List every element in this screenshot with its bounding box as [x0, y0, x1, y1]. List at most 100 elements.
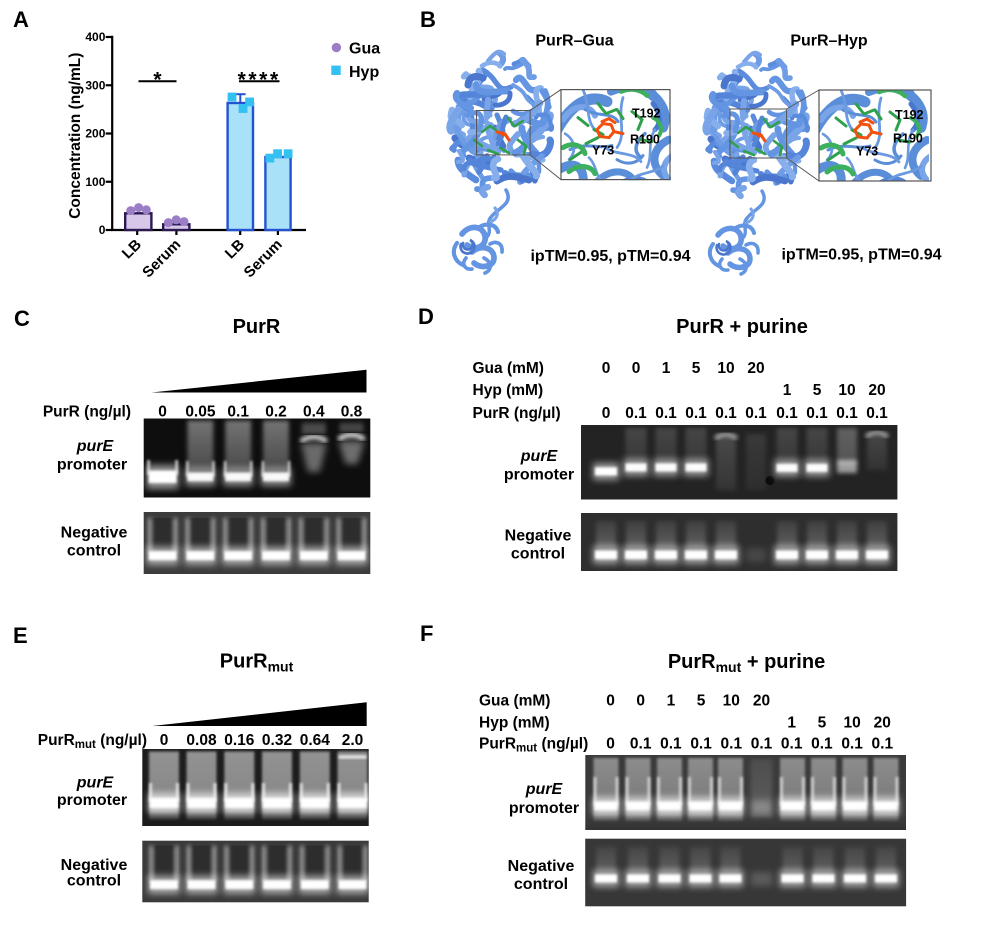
- svg-text:Hyp (mM): Hyp (mM): [473, 382, 544, 399]
- svg-text:Negative: Negative: [61, 857, 128, 874]
- svg-text:Gua (mM): Gua (mM): [479, 692, 550, 709]
- svg-text:1: 1: [662, 360, 671, 377]
- svg-text:0.4: 0.4: [303, 403, 325, 420]
- svg-text:LB: LB: [222, 236, 248, 262]
- svg-text:10: 10: [838, 382, 855, 399]
- svg-text:0: 0: [602, 405, 611, 422]
- svg-text:promoter: promoter: [509, 800, 579, 817]
- svg-text:R190: R190: [893, 132, 923, 146]
- svg-text:PurR: PurR: [233, 316, 281, 338]
- svg-text:PurRmut + purine: PurRmut + purine: [668, 651, 825, 675]
- svg-text:0.1: 0.1: [841, 735, 863, 752]
- svg-text:A: A: [13, 7, 29, 32]
- svg-text:0.1: 0.1: [806, 405, 828, 422]
- svg-text:10: 10: [717, 360, 734, 377]
- svg-text:control: control: [514, 876, 568, 893]
- svg-text:Serum: Serum: [241, 236, 286, 281]
- svg-text:0.1: 0.1: [227, 403, 249, 420]
- svg-text:PurR (ng/µl): PurR (ng/µl): [43, 403, 131, 420]
- svg-text:promoter: promoter: [57, 457, 127, 474]
- svg-text:0.1: 0.1: [715, 405, 737, 422]
- svg-text:control: control: [67, 873, 121, 890]
- svg-text:20: 20: [868, 382, 885, 399]
- svg-text:5: 5: [697, 692, 706, 709]
- svg-text:PurRmut (ng/µl): PurRmut (ng/µl): [38, 732, 147, 751]
- svg-text:Concentration (ng/mL): Concentration (ng/mL): [67, 53, 84, 219]
- svg-text:Y73: Y73: [856, 145, 878, 159]
- svg-text:Y73: Y73: [592, 144, 614, 158]
- svg-text:0.1: 0.1: [781, 735, 803, 752]
- svg-text:0: 0: [632, 360, 641, 377]
- svg-text:0: 0: [158, 403, 167, 420]
- svg-text:0.05: 0.05: [185, 403, 216, 420]
- svg-text:purE: purE: [76, 775, 115, 792]
- svg-text:promoter: promoter: [57, 792, 127, 809]
- svg-text:100: 100: [85, 175, 105, 189]
- svg-text:PurR–Gua: PurR–Gua: [535, 33, 613, 50]
- svg-text:20: 20: [747, 360, 764, 377]
- svg-text:0: 0: [606, 692, 615, 709]
- svg-text:0.1: 0.1: [630, 735, 652, 752]
- svg-text:1: 1: [667, 692, 676, 709]
- svg-text:C: C: [14, 306, 30, 331]
- svg-text:*: *: [153, 69, 162, 92]
- svg-text:PurR (ng/µl): PurR (ng/µl): [473, 405, 561, 422]
- svg-text:1: 1: [787, 715, 796, 732]
- svg-text:PurR + purine: PurR + purine: [676, 316, 808, 338]
- svg-text:300: 300: [85, 78, 105, 92]
- svg-text:0.1: 0.1: [721, 735, 743, 752]
- svg-text:PurRmut (ng/µl): PurRmut (ng/µl): [479, 735, 588, 754]
- svg-text:0: 0: [606, 735, 615, 752]
- svg-text:0.1: 0.1: [751, 735, 773, 752]
- svg-text:0.1: 0.1: [866, 405, 888, 422]
- svg-text:control: control: [67, 543, 121, 560]
- svg-text:control: control: [511, 546, 565, 563]
- svg-text:0.1: 0.1: [745, 405, 767, 422]
- svg-text:0.1: 0.1: [685, 405, 707, 422]
- svg-text:B: B: [420, 7, 436, 32]
- svg-text:20: 20: [874, 715, 891, 732]
- svg-text:Gua (mM): Gua (mM): [473, 360, 544, 377]
- svg-text:Hyp (mM): Hyp (mM): [479, 715, 550, 732]
- svg-text:****: ****: [238, 69, 281, 92]
- svg-text:F: F: [420, 621, 433, 646]
- svg-text:1: 1: [783, 382, 792, 399]
- svg-text:promoter: promoter: [504, 467, 574, 484]
- svg-text:0.8: 0.8: [341, 403, 363, 420]
- svg-text:Serum: Serum: [139, 236, 184, 281]
- svg-text:LB: LB: [119, 236, 145, 262]
- svg-text:0.16: 0.16: [224, 732, 255, 749]
- svg-text:0.64: 0.64: [300, 732, 331, 749]
- svg-text:R190: R190: [630, 133, 660, 147]
- svg-text:Gua: Gua: [349, 40, 380, 57]
- svg-text:D: D: [418, 304, 434, 329]
- svg-text:0: 0: [636, 692, 645, 709]
- svg-text:0.1: 0.1: [836, 405, 858, 422]
- svg-text:T192: T192: [895, 108, 924, 122]
- svg-text:ipTM=0.95, pTM=0.94: ipTM=0.95, pTM=0.94: [781, 247, 941, 264]
- svg-text:200: 200: [85, 127, 105, 141]
- svg-text:0: 0: [160, 732, 169, 749]
- svg-text:0.1: 0.1: [690, 735, 712, 752]
- svg-text:2.0: 2.0: [342, 732, 364, 749]
- svg-text:0.1: 0.1: [872, 735, 894, 752]
- svg-text:purE: purE: [520, 448, 559, 465]
- svg-text:5: 5: [813, 382, 822, 399]
- svg-text:0.2: 0.2: [265, 403, 287, 420]
- svg-text:0.1: 0.1: [660, 735, 682, 752]
- svg-text:10: 10: [723, 692, 740, 709]
- svg-text:ipTM=0.95, pTM=0.94: ipTM=0.95, pTM=0.94: [530, 248, 690, 265]
- svg-text:Hyp: Hyp: [349, 64, 379, 81]
- svg-text:Negative: Negative: [61, 525, 128, 542]
- svg-text:10: 10: [843, 715, 860, 732]
- svg-text:T192: T192: [632, 107, 661, 121]
- svg-text:0.1: 0.1: [776, 405, 798, 422]
- svg-text:0: 0: [602, 360, 611, 377]
- svg-text:Negative: Negative: [508, 858, 575, 875]
- svg-text:20: 20: [753, 692, 770, 709]
- svg-text:5: 5: [692, 360, 701, 377]
- svg-text:purE: purE: [76, 438, 115, 455]
- svg-text:purE: purE: [525, 781, 564, 798]
- svg-text:PurR–Hyp: PurR–Hyp: [790, 33, 868, 50]
- svg-text:0.08: 0.08: [186, 732, 217, 749]
